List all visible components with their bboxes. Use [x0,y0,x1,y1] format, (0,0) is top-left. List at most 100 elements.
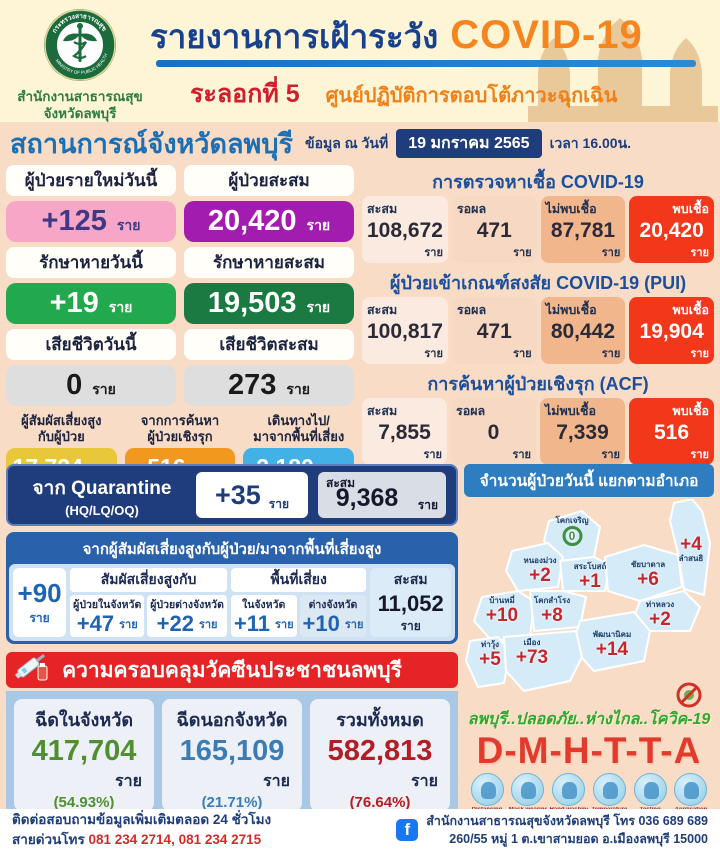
contact-out-province-cell: ผู้ป่วยต่างจังหวัด +22 ราย [147,595,227,637]
acf-pending-box: รอผล 0 ราย [451,398,536,466]
vaccine-out-province: ฉีดนอกจังหวัด 165,109 ราย (21.71%) [162,699,302,811]
cell-unit: ราย [198,619,218,631]
recovered-cum-unit: ราย [306,299,331,315]
cumulative-cases-number: 20,420 [207,205,297,237]
office-name-phone: สำนักงานสาธารณสุขจังหวัดลพบุรี โทร 036 6… [426,813,708,828]
cell-label: ผู้ป่วยต่างจังหวัด [150,599,224,611]
footer-contact: ติดต่อสอบถามข้อมูลเพิ่มเติมตลอด 24 ชั่วโ… [12,810,271,849]
recovered-today-number: +19 [49,287,99,319]
deaths-today-number: 0 [66,369,83,401]
recovered-cum-number: 19,503 [207,287,297,319]
vaccine-banner: ความครอบคลุมวัคซีนประชาชนลพบุรี [6,652,458,688]
hand-washing-icon [552,772,586,806]
hotline-label: สายด่วนโทร [12,832,85,847]
vaccine-col-unit: ราย [411,772,438,790]
box-unit: ราย [690,449,709,462]
district-khok-charoen: โคกเจริญ 0 [555,516,589,546]
high-risk-label-line2: กับผู้ป่วย [37,428,85,444]
high-risk-label: ผู้สัมผัสเสี่ยงสูง กับผู้ป่วย [6,413,117,444]
panel-pui-title: ผู้ป่วยเข้าเกณฑ์สงสัย COVID-19 (PUI) [389,273,687,294]
contact-group-1-title: สัมผัสเสี่ยงสูงกับ [70,568,227,592]
panel-acf-title: การค้นหาผู้ป่วยเชิงรุก (ACF) [427,374,649,395]
dmhtta-distancing: Distancing [468,772,506,813]
pui-pending-box: รอผล 471 ราย [451,297,537,365]
lower-section: จาก Quarantine (HQ/LQ/OQ) +35 ราย สะสม 9… [0,461,720,819]
dmhtta-application: Application [672,772,710,813]
box-label: สะสม [367,202,398,216]
travel-label-line1: เดินทางไป/ [267,413,330,428]
area-in-province-cell: ในจังหวัด +11 ราย [230,595,297,637]
recovered-cum-label: รักษาหายสะสม [184,247,354,278]
panel-testing: การตรวจหาเชื้อ COVID-19 สะสม 108,672 ราย… [362,167,714,264]
district-name: ท่าวุ้ง [480,640,500,649]
dmhtta-letters: D-M-H-T-T-A [476,730,702,771]
box-unit: ราย [601,449,620,462]
testing-panels: การตรวจหาเชื้อ COVID-19 สะสม 108,672 ราย… [362,165,714,466]
vaccine-col-label: รวมทั้งหมด [336,710,424,730]
vaccine-col-unit: ราย [115,772,142,790]
district-mueang: เมือง +73 [515,638,549,668]
district-name: เมือง [523,638,541,647]
pui-negative-box: ไม่พบเชื้อ 80,442 ราย [540,297,626,365]
district-value: 0 [562,525,582,546]
testing-negative-box: ไม่พบเชื้อ 87,781 ราย [540,196,626,264]
ministry-of-public-health-logo-icon: กระทรวงสาธารณสุข MINISTRY OF PUBLIC HEAL… [44,9,116,81]
province-map: โคกเจริญ 0 ลำสนธิ +4 หนองม่วง +2 สระโบสถ… [464,499,714,708]
active-find-label-line1: จากการค้นหา [140,413,220,428]
dmhtta-temperature: Temperature [590,772,628,813]
vaccine-col-percent: (76.64%) [349,793,411,811]
vaccine-col-label: ฉีดนอกจังหวัด [176,710,288,730]
box-value: 87,781 [550,219,616,242]
cumulative-cases-label: ผู้ป่วยสะสม [184,165,354,196]
box-value: 80,442 [550,320,616,344]
contact-cum-number: 11,052 [377,591,444,616]
new-cases-label: ผู้ป่วยรายใหม่วันนี้ [6,165,176,196]
box-label: พบเชื้อ [672,303,709,318]
cell-unit: ราย [344,619,364,631]
district-name: พัฒนานิคม [592,630,632,639]
district-value: +5 [479,648,501,670]
pui-positive-box: พบเชื้อ 19,904 ราย [629,297,714,365]
main-stats: ผู้ป่วยรายใหม่วันนี้ ผู้ป่วยสะสม +125 รา… [0,165,720,487]
org-name: สำนักงานสาธารณสุข จังหวัดลพบุรี [16,89,144,122]
office-address: 260/55 หมู่ 1 ต.เขาสามยอด อ.เมืองลพบุรี … [449,832,708,846]
box-unit: ราย [513,247,532,260]
report-title-covid: COVID-19 [450,13,643,57]
box-unit: ราย [512,449,531,462]
footer-office: f สำนักงานสาธารณสุขจังหวัดลพบุรี โทร 036… [396,812,708,848]
contact-total-box: +90 ราย [13,568,67,637]
acf-negative-box: ไม่พบเชื้อ 7,339 ราย [540,398,625,466]
district-value: +4 [680,534,702,555]
contact-total-unit: ราย [29,610,50,625]
vaccine-col-unit: ราย [263,772,290,790]
district-name: ลำสนธิ [678,553,704,563]
panel-pui: ผู้ป่วยเข้าเกณฑ์สงสัย COVID-19 (PUI) สะส… [362,268,714,365]
dmhtta-mask: Mask wearing [509,772,547,813]
deaths-today-value: 0 ราย [6,365,176,406]
quarantine-today-box: +35 ราย [196,472,308,518]
lopburi-map-shape [465,499,711,692]
deaths-today-unit: ราย [92,381,116,397]
panel-testing-title: การตรวจหาเชื้อ COVID-19 [432,172,644,192]
district-ban-mi: บ้านหมี่ +10 [486,596,518,626]
district-name: โคกสำโรง [533,596,571,605]
org-name-line2: จังหวัดลพบุรี [43,105,117,121]
quarantine-cum-label: สะสม [326,476,356,490]
recovered-today-label: รักษาหายวันนี้ [6,247,176,278]
high-risk-label-line1: ผู้สัมผัสเสี่ยงสูง [21,413,102,428]
no-covid-icon [676,682,702,708]
district-nong-muang: หนองม่วง +2 [523,556,556,586]
district-value: +73 [515,646,549,668]
district-name: ท่าหลวง [645,600,675,609]
district-lam-sonthi: ลำสนธิ +4 [679,535,704,564]
active-find-label-line2: ผู้ป่วยเชิงรุก [147,428,213,444]
quarantine-cum-unit: ราย [417,498,438,512]
temperature-check-icon [592,772,626,806]
quarantine-today-number: +35 [214,479,261,510]
district-value: +2 [529,564,551,586]
contact-in-province-cell: ผู้ป่วยในจังหวัด +47 ราย [70,595,145,637]
box-value: 100,817 [367,320,443,344]
district-name: โคกเจริญ [555,516,589,525]
box-value: 20,420 [639,219,704,242]
acf-positive-box: พบเชื้อ 516 ราย [629,398,714,466]
